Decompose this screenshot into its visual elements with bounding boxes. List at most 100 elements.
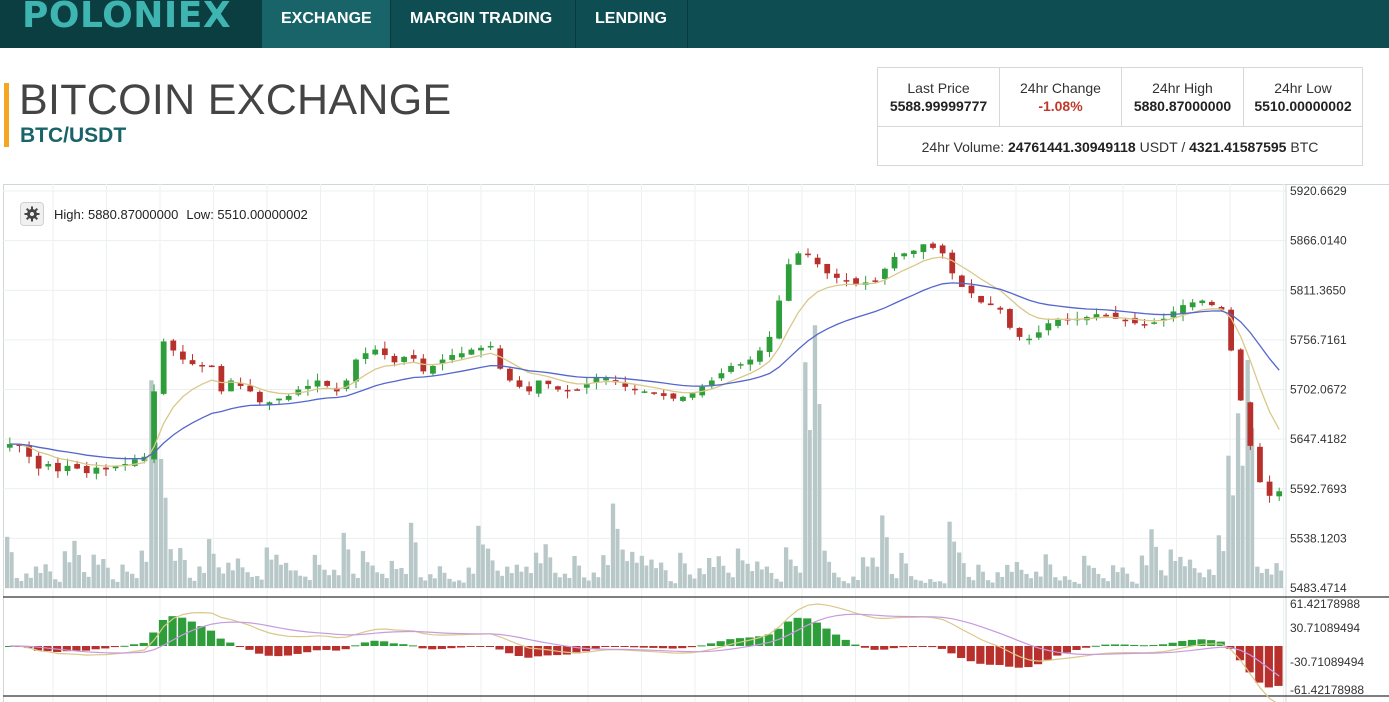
volume-bar: [990, 582, 995, 588]
macd-histogram-bar: [149, 632, 158, 646]
volume-usdt-unit: USDT /: [1139, 139, 1186, 155]
volume-bar: [33, 566, 39, 588]
volume-bar: [197, 566, 202, 588]
stat-24hr-high: 24hr High 5880.87000000: [1122, 68, 1244, 126]
volume-bar: [303, 576, 308, 588]
volume-bar: [264, 547, 269, 588]
volume-bar: [62, 551, 68, 588]
candle-body: [430, 365, 436, 374]
volume-bar: [548, 557, 553, 588]
volume-bar: [144, 561, 149, 588]
volume-bar: [1226, 455, 1231, 588]
nav-exchange[interactable]: EXCHANGE: [262, 0, 391, 48]
volume-bar: [9, 552, 14, 588]
stat-value: -1.08%: [1038, 98, 1083, 114]
volume-bar: [759, 569, 764, 588]
volume-bar: [418, 577, 423, 588]
candle-body: [1122, 319, 1129, 322]
macd-histogram-bar: [1091, 645, 1100, 647]
volume-bar: [481, 544, 485, 588]
volume-bar: [687, 574, 693, 588]
candle-body: [843, 280, 850, 282]
volume-bar: [1086, 565, 1091, 588]
volume-btc: 4321.41587595: [1189, 139, 1287, 155]
macd-histogram-bar: [860, 646, 870, 648]
volume-bar: [610, 503, 616, 588]
volume-bar: [985, 580, 991, 588]
candle-body: [1103, 314, 1109, 317]
volume-bar: [663, 570, 668, 588]
candle-body: [333, 387, 340, 392]
volume-bar: [702, 574, 707, 588]
candle-body: [583, 384, 590, 388]
volume-bar: [904, 563, 908, 588]
macd-histogram-bar: [274, 646, 283, 657]
candle-body: [1189, 302, 1196, 308]
volume-bar: [1058, 580, 1062, 588]
volume-bar: [476, 525, 481, 588]
macd-histogram-bar: [880, 646, 889, 650]
volume-bar: [976, 564, 981, 588]
macd-histogram-bar: [360, 642, 369, 646]
volume-bar: [918, 580, 923, 588]
candle-body: [910, 250, 917, 255]
volume-bar: [1072, 581, 1077, 588]
candle-body: [180, 351, 186, 360]
macd-histogram-bar: [72, 646, 81, 651]
candle-body: [199, 364, 206, 367]
volume-bar: [298, 575, 303, 588]
candle-body: [1026, 338, 1033, 341]
poloniex-logo[interactable]: POLONIEX: [22, 0, 232, 36]
volume-bar: [447, 578, 452, 588]
volume-bar: [654, 568, 658, 588]
candle-body: [747, 359, 754, 365]
volume-bar: [1255, 566, 1260, 588]
volume-bar: [346, 549, 351, 588]
macd-histogram-bar: [158, 619, 168, 646]
candle-body: [949, 252, 956, 274]
candle-body: [458, 353, 465, 358]
macd-histogram-bar: [1197, 639, 1206, 646]
candle-body: [64, 465, 71, 472]
candle-body: [237, 382, 244, 386]
volume-bar: [779, 581, 783, 588]
nav-margin-trading[interactable]: MARGIN TRADING: [391, 0, 576, 48]
candle-body: [1160, 318, 1167, 321]
volume-bar: [283, 562, 289, 588]
volume-bar: [586, 580, 591, 588]
volume-bar: [221, 573, 226, 588]
candle-body: [795, 253, 802, 265]
volume-bar: [154, 442, 158, 588]
price-chart[interactable]: 5920.6629 5866.0140 5811.3650 5756.7161 5702…: [3, 184, 1389, 702]
volume-bar: [735, 548, 741, 588]
macd-histogram-bar: [91, 646, 100, 650]
macd-histogram-bar: [832, 634, 841, 646]
stat-last-price: Last Price 5588.99999777: [878, 68, 1000, 126]
volume-bar: [312, 554, 318, 588]
macd-histogram-bar: [245, 646, 254, 650]
chart-settings-button[interactable]: [20, 202, 44, 226]
volume-bar: [884, 537, 889, 588]
candle-body: [785, 264, 792, 301]
volume-bar: [716, 556, 721, 588]
volume-bar: [317, 564, 322, 588]
candle-body: [170, 340, 177, 351]
candle-body: [968, 285, 975, 294]
nav-lending[interactable]: LENDING: [576, 0, 688, 48]
macd-histogram-bar: [851, 644, 860, 646]
volume-bar: [356, 577, 360, 588]
price-axis-label: 5756.7161: [1290, 333, 1347, 347]
volume-bar: [875, 566, 880, 588]
candle-body: [6, 444, 13, 448]
macd-histogram-bar: [630, 646, 639, 648]
macd-histogram-bar: [408, 645, 418, 647]
candle-body: [324, 380, 331, 386]
volume-bar: [404, 573, 408, 588]
volume-bar: [908, 576, 914, 588]
volume-bar: [928, 579, 933, 588]
volume-bar: [230, 570, 235, 588]
volume-bar: [187, 577, 193, 588]
macd-histogram-bar: [716, 641, 725, 646]
volume-bar: [91, 554, 96, 588]
volume-bar: [423, 580, 428, 588]
